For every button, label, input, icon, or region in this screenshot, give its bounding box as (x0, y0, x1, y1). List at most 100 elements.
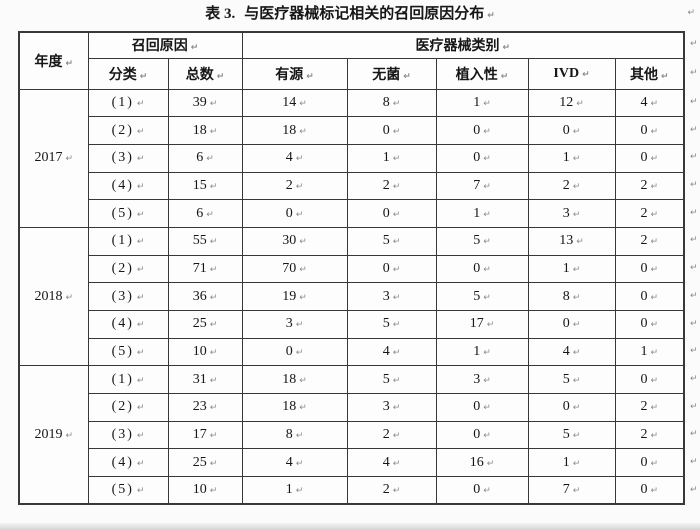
col-header-implantable-device: 植入性 ↵ (435, 57, 529, 90)
row-end-mark-icon: ↵ (690, 39, 698, 49)
value-cell: 5 ↵ (346, 365, 437, 395)
value-cell: 16 ↵ (435, 448, 529, 478)
table-row: (4) ↵ 15 ↵ 2 ↵ 2 ↵ 7 ↵ 2 ↵ 2 ↵ (19, 171, 685, 201)
table-row: (5) ↵ 10 ↵ 1 ↵ 2 ↵ 0 ↵ 7 ↵ 0 ↵ (19, 476, 685, 505)
col-header-other: 其他 ↵ (614, 57, 685, 90)
value-cell: 0 ↵ (346, 254, 437, 284)
table-title: 与医疗器械标记相关的召回原因分布 ↵ (244, 6, 495, 22)
row-end-mark-icon: ↵ (690, 402, 698, 412)
col-header-device-category: 医疗器械类别 ↵ (241, 31, 685, 59)
value-cell: 3 ↵ (435, 365, 529, 395)
value-cell: 7 ↵ (527, 476, 616, 505)
total-cell: 31 ↵ (167, 365, 243, 395)
row-end-mark-icon: ↵ (690, 374, 698, 384)
value-cell: 0 ↵ (614, 143, 685, 173)
value-cell: 2 ↵ (346, 420, 437, 450)
table-body: 2017 ↵ (1) ↵ 39 ↵ 14 ↵ 8 ↵ 1 ↵ 12 ↵ 4 ↵ (2) ↵ 18 ↵ 18 ↵ 0 ↵ 0 ↵ 0 ↵… (18, 88, 685, 505)
category-cell: (2) ↵ (87, 116, 169, 145)
paragraph-mark-icon: ↵ (687, 8, 695, 18)
table-row: (2) ↵ 18 ↵ 18 ↵ 0 ↵ 0 ↵ 0 ↵ 0 ↵ (19, 116, 685, 145)
value-cell: 0 ↵ (527, 393, 616, 422)
row-end-mark-icon: ↵ (690, 235, 698, 245)
value-cell: 1 ↵ (527, 448, 616, 478)
value-cell: 30 ↵ (241, 226, 348, 256)
value-cell: 2 ↵ (241, 171, 348, 201)
table-row: (5) ↵ 6 ↵ 0 ↵ 0 ↵ 1 ↵ 3 ↵ 2 ↵ (19, 199, 685, 228)
paragraph-mark-icon: ↵ (306, 71, 314, 82)
value-cell: 3 ↵ (346, 393, 437, 422)
value-cell: 0 ↵ (241, 199, 348, 228)
value-cell: 0 ↵ (346, 199, 437, 228)
row-end-mark-icon: ↵ (690, 180, 698, 190)
value-cell: 4 ↵ (346, 448, 437, 478)
page-bottom-divider (0, 523, 700, 530)
value-cell: 1 ↵ (435, 199, 529, 228)
value-cell: 0 ↵ (614, 116, 685, 145)
value-cell: 2 ↵ (346, 171, 437, 201)
value-cell: 3 ↵ (241, 310, 348, 339)
paragraph-mark-icon: ↵ (500, 71, 509, 82)
total-cell: 71 ↵ (167, 254, 243, 284)
total-cell: 25 ↵ (167, 448, 243, 478)
row-end-mark-icon: ↵ (690, 125, 698, 135)
row-end-mark-icon: ↵ (690, 291, 698, 301)
value-cell: 0 ↵ (435, 393, 529, 422)
value-cell: 0 ↵ (614, 310, 685, 339)
value-cell: 18 ↵ (241, 393, 348, 422)
table-row: (4) ↵ 25 ↵ 3 ↵ 5 ↵ 17 ↵ 0 ↵ 0 ↵ (19, 310, 685, 339)
total-cell: 10 ↵ (167, 337, 243, 367)
table-row: (2) ↵ 23 ↵ 18 ↵ 3 ↵ 0 ↵ 0 ↵ 2 ↵ (19, 393, 685, 422)
category-cell: (5) ↵ (87, 476, 169, 505)
value-cell: 0 ↵ (435, 420, 529, 450)
value-cell: 3 ↵ (527, 199, 616, 228)
row-end-mark-icon: ↵ (690, 263, 698, 273)
year-cell: 2019 ↵ (18, 365, 89, 505)
value-cell: 2 ↵ (614, 199, 685, 228)
value-cell: 0 ↵ (435, 254, 529, 284)
category-cell: (1) ↵ (87, 365, 169, 395)
category-cell: (3) ↵ (87, 420, 169, 450)
total-cell: 55 ↵ (167, 226, 243, 256)
value-cell: 1 ↵ (527, 143, 616, 173)
table-header: 年度 ↵ 召回原因 ↵ 医疗器械类别 ↵ 分类 ↵ 总数 ↵ 有源 ↵ 无菌 ↵ 植入性 ↵ I… (18, 31, 685, 90)
paragraph-mark-icon: ↵ (65, 58, 74, 69)
value-cell: 0 ↵ (527, 310, 616, 339)
value-cell: 5 ↵ (346, 226, 437, 256)
year-cell: 2017 ↵ (18, 88, 89, 228)
col-header-ivd: IVD ↵ (527, 57, 616, 90)
category-cell: (4) ↵ (87, 310, 169, 339)
value-cell: 1 ↵ (435, 337, 529, 367)
value-cell: 70 ↵ (241, 254, 348, 284)
table-row: (3) ↵ 36 ↵ 19 ↵ 3 ↵ 5 ↵ 8 ↵ 0 ↵ (19, 282, 685, 311)
value-cell: 18 ↵ (241, 116, 348, 145)
value-cell: 8 ↵ (241, 420, 348, 450)
paragraph-mark-icon: ↵ (661, 71, 669, 82)
value-cell: 1 ↵ (241, 476, 348, 505)
value-cell: 0 ↵ (614, 365, 685, 395)
value-cell: 4 ↵ (527, 337, 616, 367)
value-cell: 0 ↵ (614, 282, 685, 311)
total-cell: 23 ↵ (167, 393, 243, 422)
value-cell: 1 ↵ (435, 88, 529, 118)
value-cell: 2 ↵ (346, 476, 437, 505)
total-cell: 10 ↵ (167, 476, 243, 505)
value-cell: 0 ↵ (346, 116, 437, 145)
total-cell: 36 ↵ (167, 282, 243, 311)
recall-distribution-table: 年度 ↵ 召回原因 ↵ 医疗器械类别 ↵ 分类 ↵ 总数 ↵ 有源 ↵ 无菌 ↵ 植入性 ↵ I… (18, 31, 686, 506)
value-cell: 0 ↵ (614, 254, 685, 284)
total-cell: 17 ↵ (167, 420, 243, 450)
value-cell: 2 ↵ (614, 171, 685, 201)
value-cell: 1 ↵ (527, 254, 616, 284)
row-end-mark-icon: ↵ (690, 97, 698, 107)
value-cell: 4 ↵ (241, 448, 348, 478)
value-cell: 2 ↵ (527, 171, 616, 201)
value-cell: 0 ↵ (435, 143, 529, 173)
category-cell: (5) ↵ (87, 337, 169, 367)
page-title: 表 3. 与医疗器械标记相关的召回原因分布 ↵ (0, 0, 700, 26)
value-cell: 0 ↵ (614, 448, 685, 478)
value-cell: 5 ↵ (346, 310, 437, 339)
table-number-label: 表 3. (205, 6, 236, 22)
value-cell: 1 ↵ (346, 143, 437, 173)
table-row: (2) ↵ 71 ↵ 70 ↵ 0 ↵ 0 ↵ 1 ↵ 0 ↵ (19, 254, 685, 284)
